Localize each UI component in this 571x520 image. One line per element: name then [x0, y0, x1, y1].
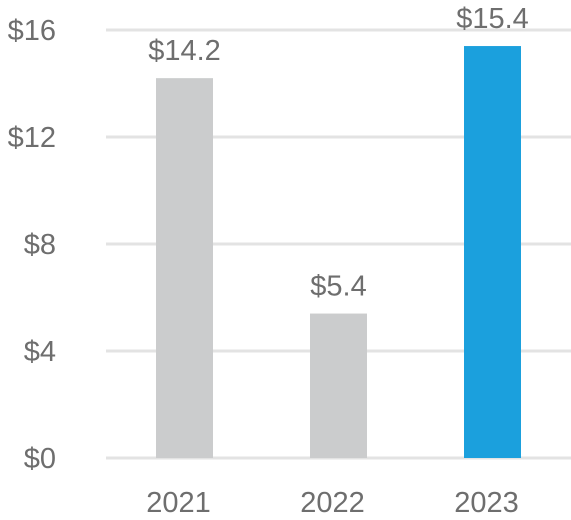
y-tick-label: $4: [24, 336, 56, 368]
bar-2021: [156, 78, 213, 459]
bars: [156, 46, 521, 459]
bar-value-label: $5.4: [310, 271, 366, 303]
bar-value-labels: $14.2 $5.4 $15.4: [148, 3, 529, 303]
x-axis-tick-labels: 2021 2022 2023: [146, 487, 519, 519]
bar-value-label: $14.2: [148, 35, 221, 67]
x-tick-label: 2023: [454, 487, 519, 515]
bar-2022: [310, 313, 367, 458]
y-axis-tick-labels: $0 $4 $8 $12 $16: [8, 15, 56, 475]
x-tick-label: 2022: [300, 487, 365, 515]
bar-value-label: $15.4: [456, 3, 529, 35]
y-tick-label: $16: [8, 15, 56, 47]
x-tick-label: 2021: [146, 487, 211, 515]
bar-2023: [464, 46, 521, 459]
y-tick-label: $8: [24, 229, 56, 261]
y-tick-label: $12: [8, 122, 56, 154]
y-tick-label: $0: [24, 443, 56, 475]
